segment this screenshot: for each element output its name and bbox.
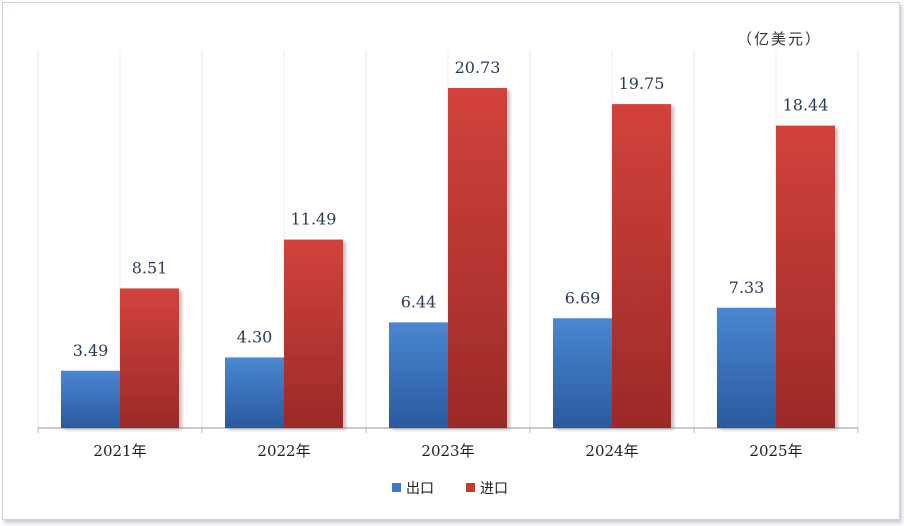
import-bar <box>612 104 671 428</box>
export-bar <box>389 322 448 428</box>
unit-label: （亿美元） <box>737 30 822 48</box>
category-label: 2022年 <box>257 442 310 460</box>
export-bar <box>61 370 120 428</box>
legend: 出口 进口 <box>392 481 508 497</box>
import-bar <box>776 125 835 429</box>
export-bar <box>553 318 612 428</box>
data-label: 20.73 <box>455 58 501 77</box>
export-legend-label: 出口 <box>406 481 434 497</box>
data-label: 6.44 <box>401 292 437 311</box>
category-label: 2025年 <box>749 442 802 460</box>
category-label: 2023年 <box>421 442 474 460</box>
data-label: 19.75 <box>619 74 665 93</box>
data-label: 6.69 <box>565 288 601 307</box>
bars <box>61 88 835 429</box>
data-label: 3.49 <box>73 341 109 360</box>
import-bar <box>120 288 179 428</box>
data-label: 4.30 <box>237 327 273 346</box>
data-label: 11.49 <box>291 210 337 229</box>
data-label: 18.44 <box>783 96 829 115</box>
import-legend-swatch <box>466 483 475 492</box>
export-bar <box>225 357 284 428</box>
export-legend-swatch <box>392 483 401 492</box>
data-label: 7.33 <box>729 278 765 297</box>
category-labels: 2021年 2022年 2023年 2024年 2025年 <box>93 442 802 460</box>
category-label: 2024年 <box>585 442 638 460</box>
data-label: 8.51 <box>132 258 168 277</box>
data-labels: 3.49 8.51 4.30 11.49 6.44 20.73 6.69 19.75 7.33 1… <box>73 58 829 360</box>
export-bar <box>717 307 776 428</box>
import-bar <box>284 239 343 428</box>
category-label: 2021年 <box>93 442 146 460</box>
import-legend-label: 进口 <box>480 481 508 497</box>
import-bar <box>448 88 507 428</box>
